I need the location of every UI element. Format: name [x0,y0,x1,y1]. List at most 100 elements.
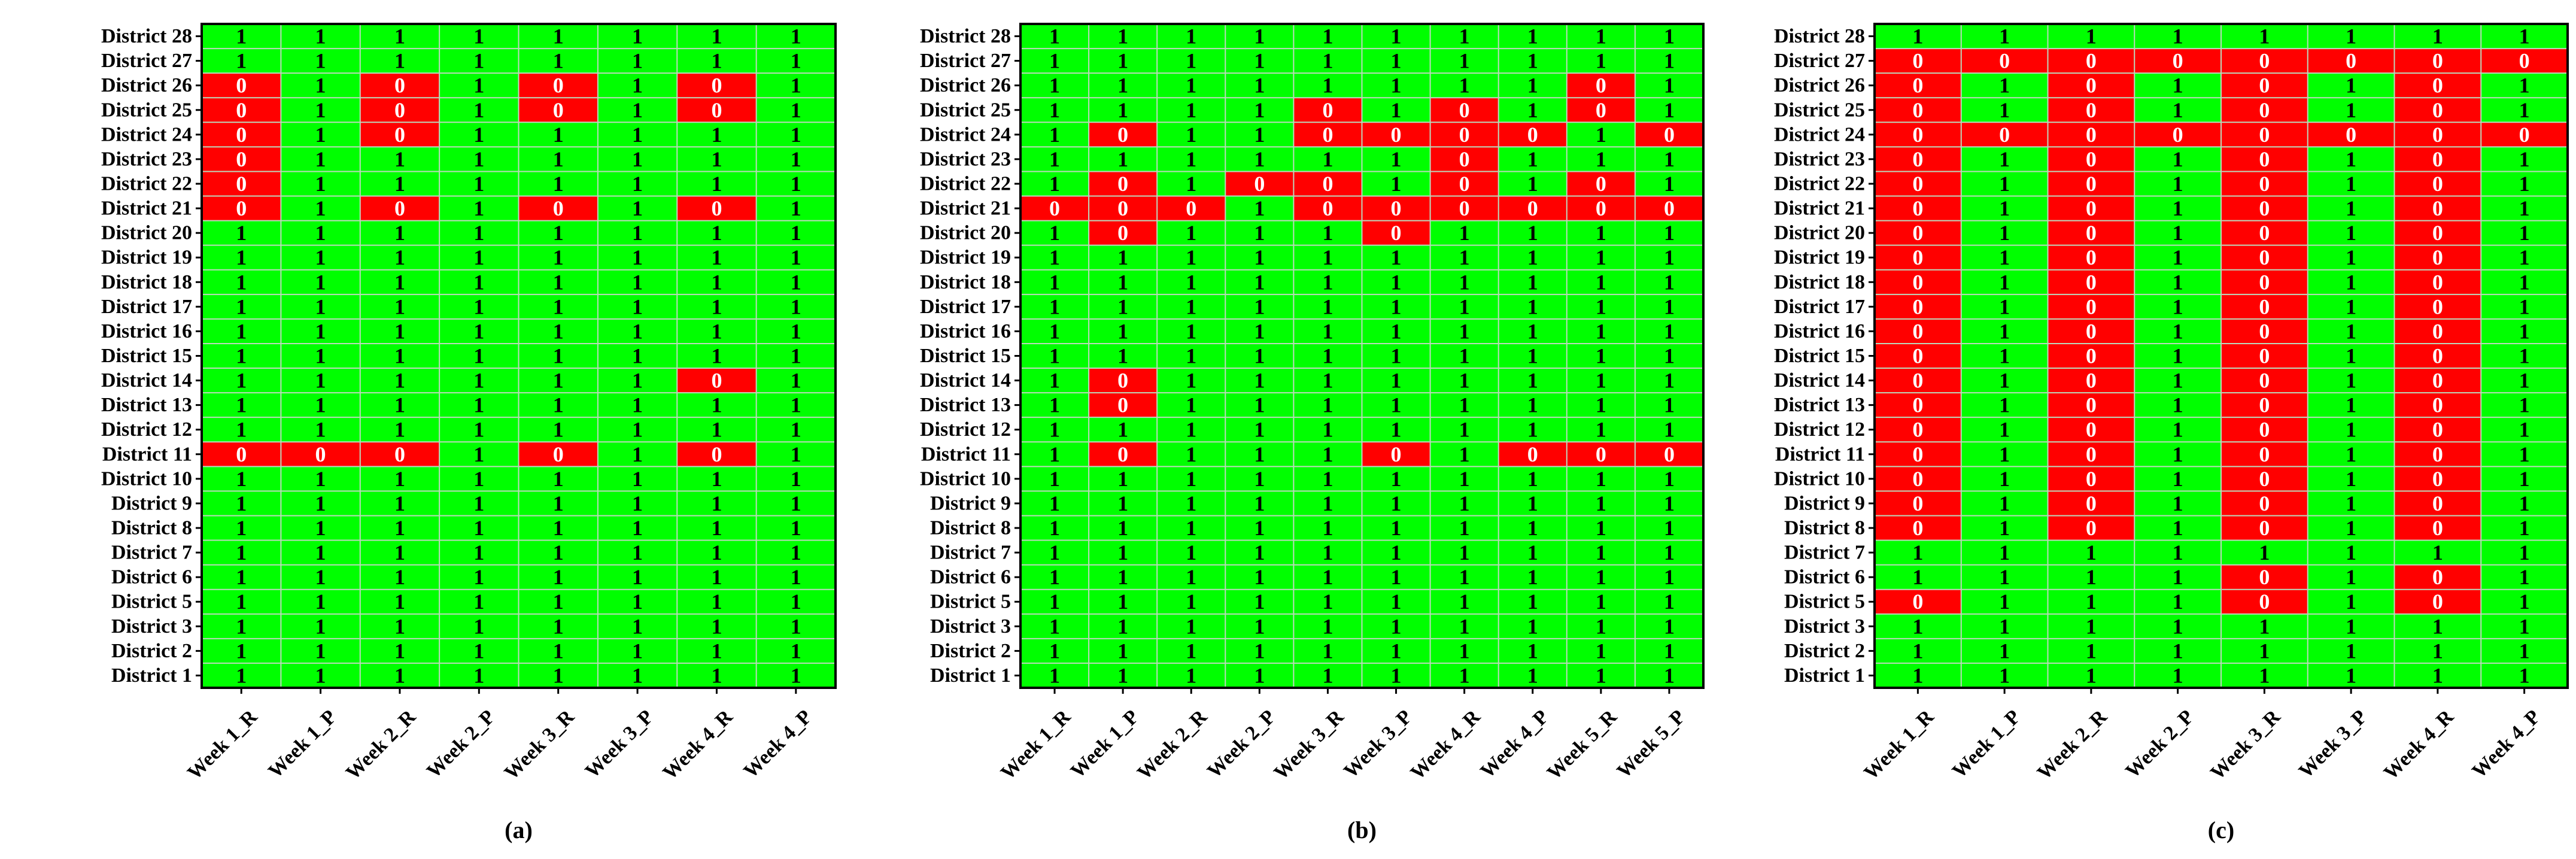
heatmap-cell [1362,73,1431,98]
cell-value-label: 1 [1459,614,1470,638]
cell-value-label: 1 [791,344,801,368]
heatmap-cell [597,442,678,467]
heatmap-cell [597,343,678,369]
cell-value-label: 1 [2519,147,2530,171]
cell-value-label: 1 [1322,491,1333,515]
cell-value-label: 0 [1322,172,1333,196]
heatmap-cell [281,614,361,639]
cell-value-label: 1 [553,147,564,171]
cell-value-label: 1 [711,516,722,540]
heatmap-cell [1498,171,1568,197]
heatmap-cell [2048,368,2135,393]
cell-value-label: 1 [2519,418,2530,442]
cell-value-label: 1 [553,221,564,245]
cell-value-label: 1 [1117,98,1128,122]
cell-value-label: 1 [1664,344,1675,368]
heatmap-cell [360,589,440,615]
cell-value-label: 1 [1322,541,1333,564]
cell-value-label: 1 [1999,319,2010,343]
cell-value-label: 0 [1664,442,1675,466]
cell-value-label: 1 [632,393,643,417]
cell-value-label: 1 [2519,74,2530,98]
cell-value-label: 1 [1664,295,1675,318]
cell-value-label: 0 [236,74,247,98]
cell-value-label: 0 [1664,123,1675,147]
cell-value-label: 0 [553,442,564,466]
cell-value-label: 1 [2086,565,2097,589]
cell-value-label: 0 [236,147,247,171]
cell-value-label: 1 [711,344,722,368]
cell-value-label: 1 [1254,98,1265,122]
heatmap-cell [1498,614,1568,639]
cell-value-label: 1 [315,245,326,269]
cell-value-label: 1 [1186,590,1196,614]
cell-value-label: 1 [1254,270,1265,294]
cell-value-label: 0 [2259,196,2270,220]
heatmap-cell [1635,368,1704,393]
cell-value-label: 1 [1254,491,1265,515]
cell-value-label: 0 [2173,123,2183,147]
heatmap-cell [439,515,520,541]
cell-value-label: 0 [1117,196,1128,220]
heatmap-cell [2481,417,2568,442]
heatmap-cell [677,540,757,566]
cell-value-label: 1 [1999,467,2010,491]
cell-value-label: 1 [1391,590,1402,614]
cell-value-label: 1 [1391,245,1402,269]
heatmap-cell [518,343,599,369]
cell-value-label: 1 [553,25,564,48]
cell-value-label: 1 [632,147,643,171]
heatmap-cell [597,368,678,393]
heatmap-cell [2481,515,2568,541]
heatmap-cell [1225,294,1294,320]
heatmap-cell [2221,294,2308,320]
cell-value-label: 0 [1459,123,1470,147]
cell-value-label: 1 [2519,344,2530,368]
cell-value-label: 1 [553,123,564,147]
heatmap-cell [1430,663,1499,688]
cell-value-label: 1 [1527,590,1538,614]
cell-value-label: 1 [236,369,247,393]
cell-value-label: 0 [394,442,405,466]
x-tick-label: Week 4_P [740,706,816,782]
cell-value-label: 1 [394,245,405,269]
cell-value-label: 1 [394,565,405,589]
heatmap-cell [2134,515,2222,541]
cell-value-label: 0 [1117,442,1128,466]
heatmap-cell [1498,147,1568,172]
cell-value-label: 1 [473,663,484,687]
heatmap-cell [1089,294,1158,320]
heatmap-cell [2134,73,2222,98]
heatmap-cell [1157,589,1226,615]
cell-value-label: 1 [1664,369,1675,393]
cell-value-label: 1 [1254,25,1265,48]
heatmap-cell [1961,147,2048,172]
cell-value-label: 1 [2173,590,2183,614]
heatmap-cell [1293,196,1362,221]
cell-value-label: 1 [236,590,247,614]
cell-value-label: 1 [1186,541,1196,564]
heatmap-cell [1430,368,1499,393]
cell-value-label: 0 [2086,369,2097,393]
heatmap-cell [1293,343,1362,369]
cell-value-label: 1 [711,295,722,318]
heatmap-cell [1020,220,1089,246]
heatmap-cell [756,442,836,467]
heatmap-cell [518,269,599,295]
heatmap-cell [1362,269,1431,295]
cell-value-label: 1 [1322,467,1333,491]
heatmap-cell [1566,343,1636,369]
heatmap-cell [1961,614,2048,639]
cell-value-label: 1 [2346,295,2356,318]
heatmap-cell [1961,638,2048,664]
heatmap-cell [360,73,440,98]
heatmap-cell [2394,48,2481,74]
heatmap-cell [360,196,440,221]
heatmap-cell [2134,122,2222,147]
heatmap-cell [1089,515,1158,541]
heatmap-cell [2221,417,2308,442]
cell-value-label: 1 [711,270,722,294]
cell-value-label: 1 [1596,123,1606,147]
heatmap-cell [756,663,836,688]
